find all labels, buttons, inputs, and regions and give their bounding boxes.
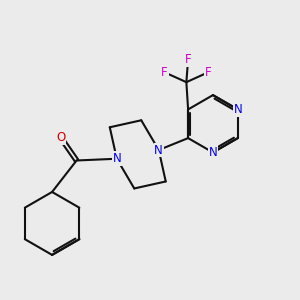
Text: N: N [112, 152, 121, 165]
Text: O: O [56, 131, 65, 144]
Text: N: N [208, 146, 217, 159]
Text: N: N [233, 103, 242, 116]
Text: F: F [185, 53, 191, 66]
Text: N: N [154, 143, 163, 157]
Text: F: F [205, 66, 212, 79]
Text: F: F [161, 66, 168, 79]
